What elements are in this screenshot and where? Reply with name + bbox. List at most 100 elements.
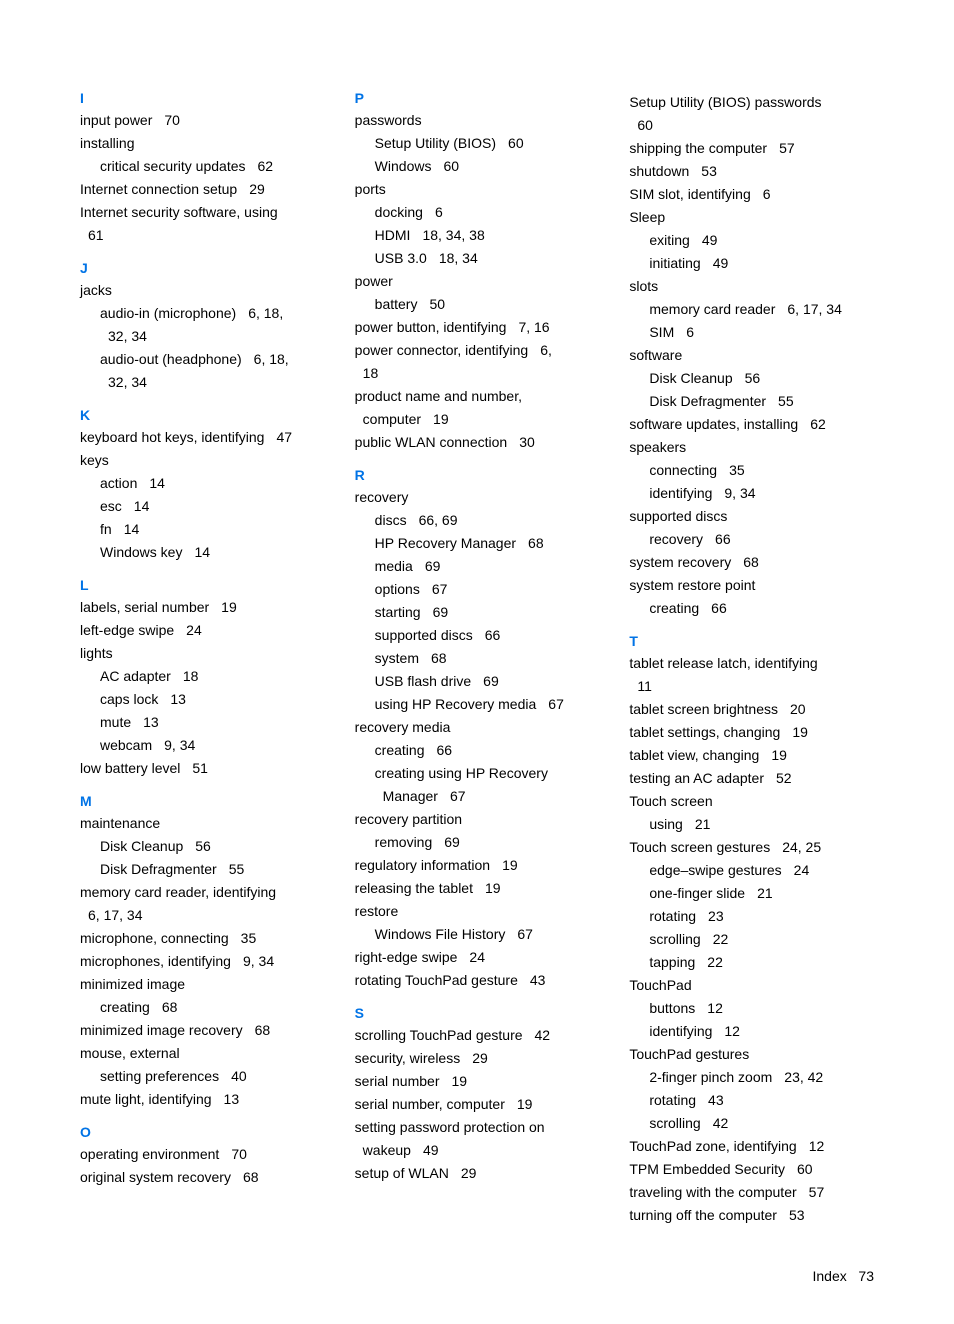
index-page-ref[interactable]: 47 (276, 429, 292, 445)
index-page-ref[interactable]: 18, 34, 38 (422, 227, 484, 243)
index-page-ref[interactable]: 19 (792, 724, 808, 740)
index-page-ref[interactable]: 69 (483, 673, 499, 689)
index-page-ref[interactable]: 24 (794, 862, 810, 878)
index-page-ref[interactable]: 43 (708, 1092, 724, 1108)
index-page-ref[interactable]: 43 (530, 972, 546, 988)
index-page-ref[interactable]: 18, 34 (439, 250, 478, 266)
index-page-ref[interactable]: 56 (745, 370, 761, 386)
index-page-ref[interactable]: 68 (255, 1022, 271, 1038)
index-page-ref[interactable]: 24 (186, 622, 202, 638)
index-page-ref[interactable]: 55 (778, 393, 794, 409)
index-page-ref[interactable]: 29 (472, 1050, 488, 1066)
index-page-ref[interactable]: 6, 18, (248, 305, 283, 321)
index-page-ref[interactable]: 56 (195, 838, 211, 854)
index-page-ref[interactable]: 53 (701, 163, 717, 179)
index-page-ref[interactable]: 42 (535, 1027, 551, 1043)
index-page-ref[interactable]: 68 (162, 999, 178, 1015)
index-page-ref[interactable]: 66, 69 (419, 512, 458, 528)
index-page-ref[interactable]: 22 (713, 931, 729, 947)
index-page-ref[interactable]: 14 (124, 521, 140, 537)
index-page-ref[interactable]: 40 (231, 1068, 247, 1084)
index-page-ref[interactable]: 6, (540, 342, 552, 358)
index-page-ref[interactable]: 12 (707, 1000, 723, 1016)
index-page-ref[interactable]: 42 (713, 1115, 729, 1131)
index-page-ref[interactable]: 29 (461, 1165, 477, 1181)
index-page-ref[interactable]: 30 (519, 434, 535, 450)
index-page-ref[interactable]: 68 (528, 535, 544, 551)
index-page-ref[interactable]: 67 (548, 696, 564, 712)
index-page-ref[interactable]: 67 (450, 788, 466, 804)
index-term: discs (375, 512, 407, 528)
index-page-ref[interactable]: 29 (249, 181, 265, 197)
index-page-ref[interactable]: 70 (164, 112, 180, 128)
index-page-ref[interactable]: 22 (707, 954, 723, 970)
index-page-ref[interactable]: 60 (443, 158, 459, 174)
index-page-ref[interactable]: 23 (708, 908, 724, 924)
index-page-ref[interactable]: 68 (431, 650, 447, 666)
index-term: 18 (363, 365, 379, 381)
index-page-ref[interactable]: 21 (757, 885, 773, 901)
index-page-ref[interactable]: 19 (517, 1096, 533, 1112)
index-page-ref[interactable]: 24 (469, 949, 485, 965)
index-page-ref[interactable]: 57 (779, 140, 795, 156)
index-page-ref[interactable]: 13 (143, 714, 159, 730)
index-page-ref[interactable]: 35 (729, 462, 745, 478)
index-page-ref[interactable]: 6 (763, 186, 771, 202)
index-page-ref[interactable]: 14 (134, 498, 150, 514)
index-page-ref[interactable]: 6 (686, 324, 694, 340)
index-entry: software (629, 345, 874, 366)
index-page-ref[interactable]: 69 (433, 604, 449, 620)
index-page-ref[interactable]: 19 (433, 411, 449, 427)
index-page-ref[interactable]: 53 (789, 1207, 805, 1223)
index-page-ref[interactable]: 19 (221, 599, 237, 615)
index-page-ref[interactable]: 19 (771, 747, 787, 763)
index-term: rotating TouchPad gesture (355, 972, 518, 988)
index-page-ref[interactable]: 55 (229, 861, 245, 877)
index-page-ref[interactable]: 66 (711, 600, 727, 616)
index-page-ref[interactable]: 49 (713, 255, 729, 271)
index-page-ref[interactable]: 23, 42 (784, 1069, 823, 1085)
index-page-ref[interactable]: 18 (183, 668, 199, 684)
index-page-ref[interactable]: 62 (258, 158, 274, 174)
index-page-ref[interactable]: 49 (423, 1142, 439, 1158)
index-page-ref[interactable]: 66 (485, 627, 501, 643)
index-page-ref[interactable]: 6, 17, 34 (787, 301, 842, 317)
index-term: edge–swipe gestures (649, 862, 781, 878)
index-page-ref[interactable]: 12 (809, 1138, 825, 1154)
index-page-ref[interactable]: 57 (809, 1184, 825, 1200)
index-page-ref[interactable]: 67 (517, 926, 533, 942)
index-page-ref[interactable]: 21 (695, 816, 711, 832)
index-page-ref[interactable]: 19 (502, 857, 518, 873)
index-page-ref[interactable]: 62 (810, 416, 826, 432)
index-page-ref[interactable]: 35 (241, 930, 257, 946)
index-page-ref[interactable]: 6 (435, 204, 443, 220)
index-page-ref[interactable]: 7, 16 (518, 319, 549, 335)
index-page-ref[interactable]: 68 (243, 1169, 259, 1185)
index-page-ref[interactable]: 13 (224, 1091, 240, 1107)
index-page-ref[interactable]: 9, 34 (724, 485, 755, 501)
index-page-ref[interactable]: 69 (425, 558, 441, 574)
index-page-ref[interactable]: 19 (452, 1073, 468, 1089)
index-page-ref[interactable]: 68 (743, 554, 759, 570)
index-page-ref[interactable]: 24, 25 (782, 839, 821, 855)
index-page-ref[interactable]: 13 (170, 691, 186, 707)
index-page-ref[interactable]: 70 (231, 1146, 247, 1162)
index-page-ref[interactable]: 49 (702, 232, 718, 248)
index-page-ref[interactable]: 9, 34 (243, 953, 274, 969)
index-page-ref[interactable]: 60 (508, 135, 524, 151)
index-page-ref[interactable]: 14 (194, 544, 210, 560)
index-page-ref[interactable]: 19 (485, 880, 501, 896)
index-page-ref[interactable]: 6, 18, (254, 351, 289, 367)
index-page-ref[interactable]: 20 (790, 701, 806, 717)
index-page-ref[interactable]: 66 (436, 742, 452, 758)
index-page-ref[interactable]: 66 (715, 531, 731, 547)
index-page-ref[interactable]: 67 (432, 581, 448, 597)
index-page-ref[interactable]: 52 (776, 770, 792, 786)
index-page-ref[interactable]: 14 (149, 475, 165, 491)
index-page-ref[interactable]: 69 (444, 834, 460, 850)
index-page-ref[interactable]: 51 (192, 760, 208, 776)
index-page-ref[interactable]: 50 (429, 296, 445, 312)
index-page-ref[interactable]: 12 (724, 1023, 740, 1039)
index-page-ref[interactable]: 9, 34 (164, 737, 195, 753)
index-page-ref[interactable]: 60 (797, 1161, 813, 1177)
